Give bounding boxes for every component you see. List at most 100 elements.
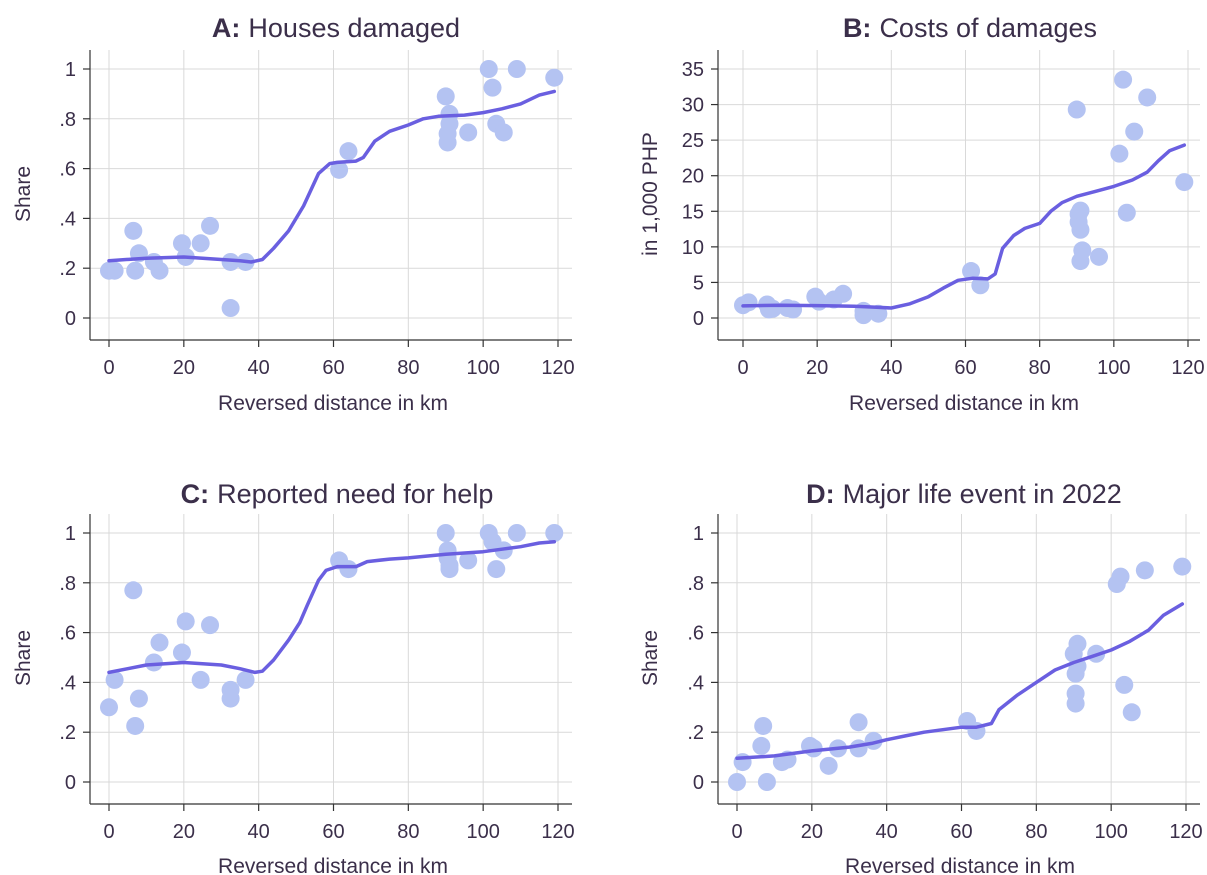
- panel-a-tick-labels: 0 .2 .4 .6 .8 1 0 20 40 60 80 100 120: [59, 59, 574, 379]
- panel-c-xtick-label-6: 120: [541, 821, 574, 843]
- panel-b-gridlines: [718, 50, 1200, 340]
- panel-d-point: [1115, 675, 1134, 694]
- panel-d-tick-labels: 0 .2 .4 .6 .8 1 0 20 40 60 80 100 120: [687, 523, 1202, 843]
- panel-c-ytick-label-4: .8: [59, 573, 76, 595]
- panel-b-point: [739, 293, 758, 312]
- panel-c-point: [440, 560, 459, 579]
- panel-b-title: B: Costs of damages: [843, 13, 1097, 43]
- panel-d: D: Major life event in 2022 Reversed dist…: [639, 479, 1203, 875]
- panel-a-xtick-label-0: 0: [103, 357, 114, 379]
- panel-b-xtick-label-1: 20: [806, 357, 828, 379]
- panel-d-title-text: Major life event in 2022: [843, 479, 1122, 509]
- panel-a-point: [339, 142, 358, 161]
- panel-a-ytick-label-4: .8: [59, 109, 76, 131]
- panel-b-points: [734, 70, 1194, 325]
- panel-d-point: [754, 716, 773, 735]
- panel-a-point: [507, 60, 526, 78]
- panel-d-xtick-label-0: 0: [731, 821, 742, 843]
- panel-b-point: [1071, 201, 1090, 220]
- panel-a-ytick-label-5: 1: [65, 59, 76, 81]
- panel-b-ytick-label-2: 10: [682, 237, 704, 259]
- panel-a-point: [459, 123, 478, 142]
- panel-c-ytick-label-2: .4: [59, 672, 76, 694]
- panel-b-title-letter: B:: [843, 13, 872, 43]
- panel-d-xtick-label-5: 100: [1094, 821, 1127, 843]
- panel-c-point: [221, 689, 240, 708]
- panel-a-xtick-label-1: 20: [173, 357, 195, 379]
- panel-b-point: [1110, 144, 1129, 163]
- panel-c-fit-line: [107, 539, 557, 675]
- panel-a-point: [221, 252, 240, 271]
- panel-b-point: [962, 262, 981, 281]
- panel-c-point: [339, 560, 358, 579]
- panel-a-point: [436, 87, 455, 106]
- panel-a-ylabel: Share: [12, 166, 35, 222]
- panel-d-xtick-label-4: 80: [1025, 821, 1047, 843]
- panel-c-point: [176, 612, 195, 631]
- panel-d-title: D: Major life event in 2022: [806, 479, 1122, 509]
- panel-a-point: [105, 261, 124, 280]
- panel-b-point: [1117, 203, 1136, 222]
- panel-b-axes: [717, 50, 1200, 341]
- panel-a-point: [494, 123, 513, 142]
- panel-c-xtick-label-2: 40: [248, 821, 270, 843]
- panel-c-xlabel: Reversed distance in km: [218, 855, 448, 875]
- panel-b-point: [1071, 220, 1090, 239]
- panel-d-xlabel: Reversed distance in km: [845, 855, 1075, 875]
- panel-a-point: [438, 133, 457, 152]
- panel-c-point: [487, 560, 506, 579]
- panel-d-ytick-label-1: .2: [687, 722, 704, 744]
- panel-c-axes: [89, 514, 572, 805]
- panel-a-xtick-label-4: 80: [397, 357, 419, 379]
- panel-b-fit-line: [741, 143, 1187, 310]
- panel-c-fit-line-group: [107, 539, 557, 675]
- panel-b-xtick-label-0: 0: [737, 357, 748, 379]
- panel-a-point: [150, 261, 169, 280]
- panel-a-ytick-label-3: .6: [59, 159, 76, 181]
- panel-a-xtick-label-6: 120: [541, 357, 574, 379]
- panel-c-point: [172, 643, 191, 662]
- panel-c-point: [507, 524, 526, 542]
- panel-a-ytick-label-2: .4: [59, 208, 76, 230]
- panel-c-point: [436, 524, 455, 542]
- panel-c-tick-labels: 0 .2 .4 .6 .8 1 0 20 40 60 80 100 120: [59, 523, 574, 843]
- panel-a-gridlines: [90, 50, 572, 340]
- panel-c-xtick-label-4: 80: [397, 821, 419, 843]
- panel-b-point: [1175, 173, 1194, 192]
- panel-b-point: [1073, 241, 1092, 260]
- panel-c-ytick-label-0: 0: [65, 772, 76, 794]
- panel-c-point: [545, 524, 564, 542]
- panel-d-ytick-label-5: 1: [693, 523, 704, 545]
- panel-a-ytick-label-1: .2: [59, 258, 76, 280]
- panel-c: C: Reported need for help Reversed distan…: [12, 479, 575, 875]
- panel-c-title-letter: C:: [181, 479, 210, 509]
- panel-a-point: [172, 234, 191, 253]
- panel-a-xtick-label-2: 40: [248, 357, 270, 379]
- panel-a-xlabel: Reversed distance in km: [218, 392, 448, 415]
- panel-b-point: [784, 300, 803, 319]
- panel-c-title: C: Reported need for help: [181, 479, 494, 509]
- panel-a-point: [545, 68, 564, 87]
- panel-c-ytick-label-5: 1: [65, 523, 76, 545]
- panel-d-point: [1066, 694, 1085, 713]
- panel-b-ytick-label-5: 25: [682, 130, 704, 152]
- panel-b-point: [971, 276, 990, 295]
- panel-c-title-text: Reported need for help: [217, 479, 493, 509]
- panel-b-ytick-label-3: 15: [682, 201, 704, 223]
- panel-b-ytick-label-0: 0: [693, 308, 704, 330]
- panel-a-points: [100, 60, 564, 318]
- panel-a-point: [479, 60, 498, 78]
- panel-a-point: [440, 114, 459, 133]
- panel-d-axes: [717, 514, 1200, 805]
- panel-b-ytick-label-1: 5: [693, 272, 704, 294]
- panel-c-point: [459, 551, 478, 570]
- panel-d-title-letter: D:: [806, 479, 835, 509]
- panel-d-ytick-label-0: 0: [693, 772, 704, 794]
- panel-b-xtick-label-2: 40: [880, 357, 902, 379]
- panel-c-point: [144, 653, 163, 672]
- panel-b-ytick-label-7: 35: [682, 59, 704, 81]
- panel-a-point: [483, 78, 502, 97]
- panel-a-point: [201, 216, 220, 235]
- panel-b-ytick-label-4: 20: [682, 166, 704, 188]
- panel-c-xtick-label-0: 0: [103, 821, 114, 843]
